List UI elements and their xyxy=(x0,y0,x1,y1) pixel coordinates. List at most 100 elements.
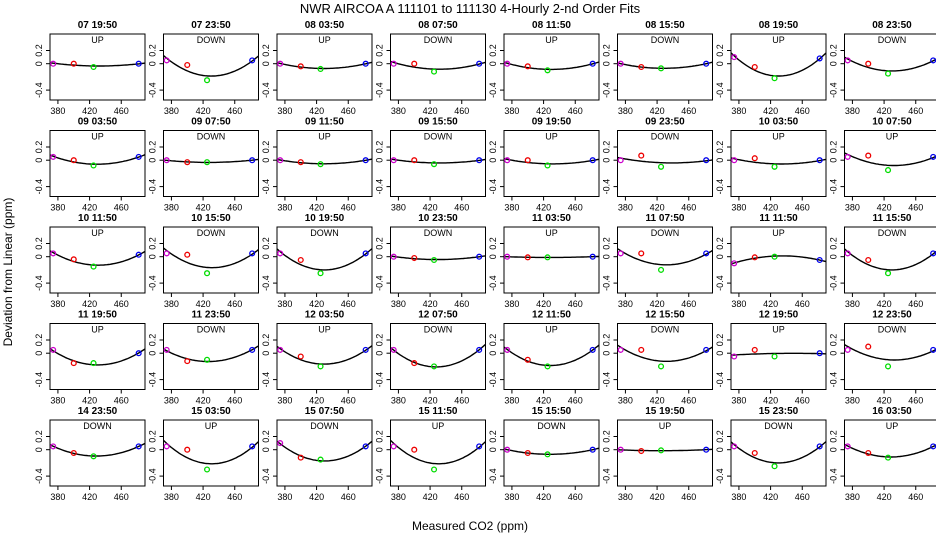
fit-panel: 11 19:50 UP -0.4 0 0.2 380 420 460 xyxy=(34,310,146,406)
data-point xyxy=(731,157,738,164)
data-point xyxy=(50,250,57,257)
data-point xyxy=(317,363,324,370)
panel-date-label: 10 23:50 xyxy=(418,213,458,224)
x-tick-label: 420 xyxy=(82,299,97,309)
fit-curve xyxy=(730,52,827,77)
x-tick-label: 380 xyxy=(277,299,292,309)
fit-curve xyxy=(844,56,936,72)
fit-panel: 09 23:50 DOWN -0.4 0 0.2 380 420 460 xyxy=(602,117,713,213)
x-tick-label: 420 xyxy=(82,203,97,213)
data-point xyxy=(362,60,369,67)
x-tick-label: 420 xyxy=(423,492,438,502)
data-point xyxy=(476,253,483,260)
y-tick-label: 0 xyxy=(148,158,158,163)
panel-date-label: 09 19:50 xyxy=(532,117,572,128)
data-point xyxy=(638,63,645,71)
x-tick-label: 460 xyxy=(568,203,583,213)
x-tick-label: 420 xyxy=(650,492,665,502)
x-tick-label: 380 xyxy=(164,203,179,213)
fit-curve xyxy=(617,156,713,164)
panel-date-label: 15 19:50 xyxy=(645,406,685,417)
data-point xyxy=(865,60,872,67)
data-point xyxy=(617,250,624,257)
data-point xyxy=(544,254,551,261)
x-tick-label: 420 xyxy=(423,106,438,116)
fit-curve xyxy=(730,255,827,265)
x-tick-label: 380 xyxy=(845,396,860,406)
data-point xyxy=(90,360,97,367)
data-point xyxy=(430,466,438,473)
fit-curve xyxy=(390,60,486,70)
fit-curve xyxy=(617,61,713,69)
data-point xyxy=(317,456,324,463)
data-point xyxy=(50,60,57,67)
y-tick-label: -0.4 xyxy=(148,82,158,98)
panel-frame xyxy=(163,33,259,101)
panel-direction-label: DOWN xyxy=(651,132,680,142)
data-point xyxy=(70,449,77,457)
y-tick-label: 0 xyxy=(715,254,725,259)
y-axis-label: Deviation from Linear (ppm) xyxy=(1,198,15,347)
x-tick-label: 460 xyxy=(795,203,810,213)
data-point xyxy=(184,446,191,453)
panel-direction-label: UP xyxy=(318,35,331,45)
panel-direction-label: DOWN xyxy=(424,325,453,335)
panel-frame xyxy=(503,33,600,101)
fit-panel: 08 07:50 DOWN -0.4 0 0.2 380 420 460 xyxy=(375,20,486,116)
panel-date-label: 10 19:50 xyxy=(305,213,345,224)
y-tick-label: -0.4 xyxy=(34,372,44,388)
panel-date-label: 12 15:50 xyxy=(645,310,685,321)
x-tick-label: 380 xyxy=(618,492,633,502)
y-tick-label: 0.2 xyxy=(715,44,725,57)
x-tick-label: 460 xyxy=(795,299,810,309)
fit-curve xyxy=(844,344,936,361)
x-tick-label: 460 xyxy=(681,106,696,116)
data-point xyxy=(411,60,418,67)
data-point xyxy=(135,60,142,67)
panel-date-label: 08 19:50 xyxy=(759,20,799,31)
panel-date-label: 15 11:50 xyxy=(419,406,458,417)
data-point xyxy=(277,440,284,447)
data-point xyxy=(751,155,758,162)
x-tick-label: 380 xyxy=(277,492,292,502)
data-point xyxy=(751,63,758,71)
data-point xyxy=(703,60,710,67)
x-tick-label: 460 xyxy=(908,396,923,406)
panel-date-label: 12 23:50 xyxy=(872,310,912,321)
x-tick-label: 420 xyxy=(877,492,892,502)
x-axis-label: Measured CO2 (ppm) xyxy=(412,519,528,533)
data-point xyxy=(589,253,596,260)
fit-panel: 10 19:50 DOWN -0.4 0 0.2 380 420 460 xyxy=(261,213,373,309)
y-tick-label: 0.2 xyxy=(715,237,725,250)
x-tick-label: 380 xyxy=(50,396,65,406)
data-point xyxy=(163,443,170,450)
y-tick-label: -0.4 xyxy=(148,179,158,195)
x-tick-label: 380 xyxy=(618,299,633,309)
x-tick-label: 380 xyxy=(164,106,179,116)
panel-direction-label: DOWN xyxy=(651,325,680,335)
fit-curve xyxy=(49,348,146,366)
panel-direction-label: UP xyxy=(432,421,445,431)
y-tick-label: -0.4 xyxy=(34,82,44,98)
data-point xyxy=(50,443,57,450)
fit-panel: 09 11:50 UP -0.4 0 0.2 380 420 460 xyxy=(261,117,373,213)
data-point xyxy=(317,161,324,168)
y-tick-label: 0 xyxy=(488,351,498,356)
data-point xyxy=(731,54,738,61)
x-tick-label: 460 xyxy=(454,203,469,213)
data-point xyxy=(249,157,256,164)
panel-frame xyxy=(844,419,936,487)
data-point xyxy=(844,250,851,257)
panel-direction-label: UP xyxy=(772,35,785,45)
y-tick-label: 0 xyxy=(829,447,839,452)
data-point xyxy=(430,363,438,370)
panel-frame xyxy=(617,323,713,390)
x-tick-label: 460 xyxy=(454,299,469,309)
y-tick-label: 0 xyxy=(602,351,612,356)
panel-frame xyxy=(276,226,373,294)
data-point xyxy=(865,152,872,159)
panel-date-label: 07 23:50 xyxy=(191,20,231,31)
x-tick-label: 460 xyxy=(908,299,923,309)
panel-frame xyxy=(844,323,936,390)
data-point xyxy=(884,167,892,174)
